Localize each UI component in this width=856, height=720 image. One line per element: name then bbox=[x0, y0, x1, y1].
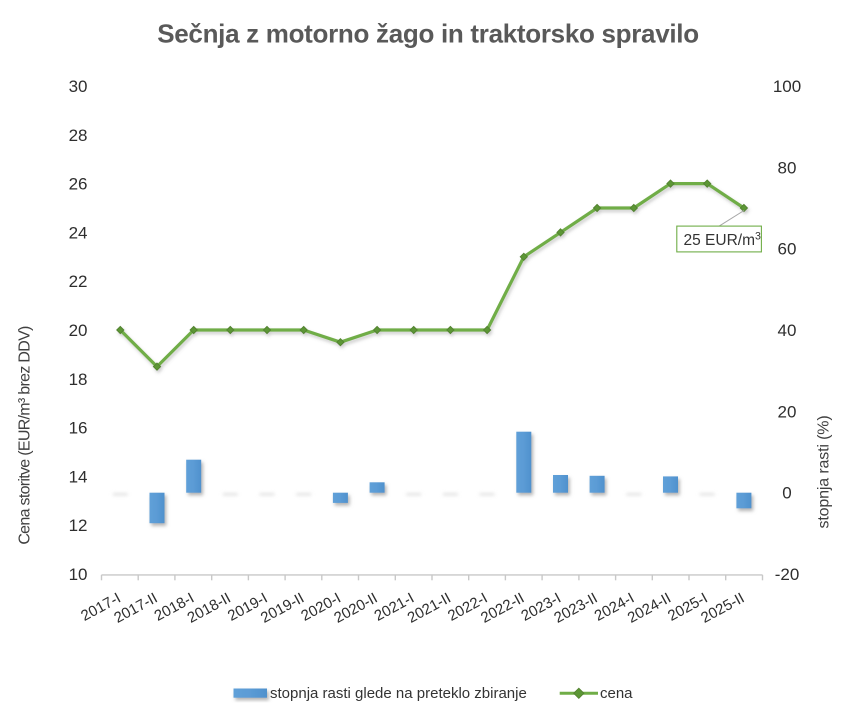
svg-text:Cena storitve (EUR/m³ brez DDV: Cena storitve (EUR/m³ brez DDV) bbox=[17, 326, 34, 545]
svg-text:22: 22 bbox=[69, 272, 88, 291]
svg-text:14: 14 bbox=[69, 467, 88, 486]
svg-text:10: 10 bbox=[69, 565, 88, 584]
svg-text:stopnja rasti glede na pretekl: stopnja rasti glede na preteklo zbiranje bbox=[270, 685, 527, 702]
svg-text:18: 18 bbox=[69, 370, 88, 389]
svg-text:25 EUR/m3: 25 EUR/m3 bbox=[684, 231, 762, 249]
svg-text:26: 26 bbox=[69, 175, 88, 194]
svg-text:Sečnja z motorno žago in trakt: Sečnja z motorno žago in traktorsko spra… bbox=[157, 19, 699, 49]
svg-text:0: 0 bbox=[782, 484, 791, 503]
svg-text:80: 80 bbox=[778, 158, 797, 177]
svg-text:stopnja rasti (%): stopnja rasti (%) bbox=[816, 415, 833, 528]
svg-text:16: 16 bbox=[69, 419, 88, 438]
svg-text:12: 12 bbox=[69, 516, 88, 535]
svg-text:60: 60 bbox=[778, 240, 797, 259]
svg-text:cena: cena bbox=[600, 685, 633, 702]
svg-text:40: 40 bbox=[778, 321, 797, 340]
svg-text:20: 20 bbox=[778, 402, 797, 421]
svg-text:30: 30 bbox=[69, 77, 88, 96]
svg-text:100: 100 bbox=[773, 77, 801, 96]
svg-text:-20: -20 bbox=[775, 565, 800, 584]
svg-text:20: 20 bbox=[69, 321, 88, 340]
svg-text:24: 24 bbox=[69, 223, 88, 242]
svg-text:28: 28 bbox=[69, 126, 88, 145]
